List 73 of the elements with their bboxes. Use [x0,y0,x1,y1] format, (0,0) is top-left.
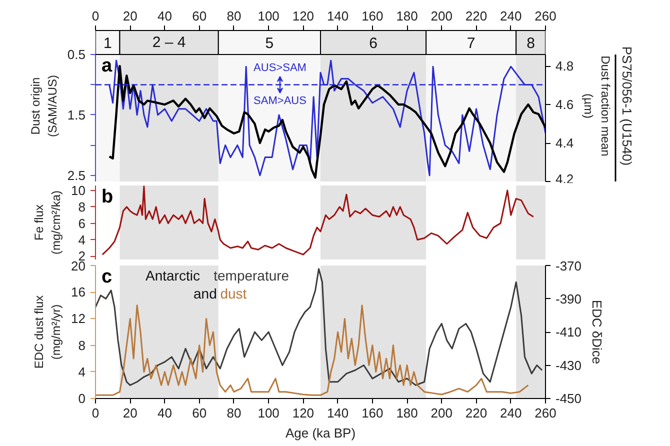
annotation: SAM>AUS [254,95,306,108]
line-series [96,304,529,396]
x-tick-label: 220 [465,8,488,24]
x-tick-label: 100 [258,406,280,420]
x-tick-label: 260 [534,8,556,24]
y-axis-title: Dust origin (SAM/AUS) [28,74,60,137]
y2-tick-label: -390 [556,291,582,306]
annotation: c [102,266,112,288]
y-tick-label: 4 [78,364,86,380]
y2-tick-label: 4.4 [556,136,574,151]
x-tick-label: 240 [500,8,522,24]
y-tick-label: 2.5 [67,168,86,183]
x-tick-label: 40 [158,406,172,420]
y-tick-label: 6 [78,216,86,231]
line-series [96,268,543,386]
y2-tick-label: -430 [556,358,582,373]
y2-tick-label: 4.8 [556,58,574,74]
text: PS75/056-1 (U1540) [620,46,634,166]
x-axis-title: Age (ka BP) [285,426,356,440]
x-tick-label: 60 [192,406,207,420]
y-tick-label: 8 [78,338,86,353]
series-label: temperature [214,268,290,284]
y2-tick-label: -450 [556,391,582,406]
x-tick-label: 240 [500,406,522,420]
annotation: b [102,186,114,208]
annotation: AUS>SAM [254,62,306,74]
x-tick-label: 40 [158,8,172,24]
y-axis-title: Fe flux (mg/cm²/ka) [32,190,64,254]
x-tick-label: 80 [226,406,242,420]
y-tick-label: 0.5 [67,47,86,62]
x-tick-label: 160 [362,8,384,24]
y-tick-label: 0 [78,391,86,406]
y-tick-label: 1.5 [67,107,86,122]
y2-tick-label: -370 [556,258,582,274]
x-tick-label: 140 [326,8,349,24]
y2-axis-title: Dust fraction mean (µm) [582,56,612,156]
y-tick-label: 4 [78,232,86,248]
y-tick-label: 16 [71,284,86,300]
band-label: 5 [265,35,274,52]
x-tick-label: 220 [465,406,488,420]
x-tick-label: 0 [92,406,100,420]
x-tick-label: 20 [122,406,138,420]
series-label: dust [220,286,247,302]
y2-tick-label: -410 [556,324,582,340]
x-tick-label: 180 [396,8,418,24]
y-tick-label: 10 [71,182,86,198]
y2-tick-label: 4.6 [556,97,574,112]
x-tick-label: 0 [92,8,100,24]
annotation: Antarctic [146,268,200,284]
x-tick-label: 140 [326,406,349,420]
y-tick-label: 8 [78,199,86,214]
x-tick-label: 120 [292,406,314,420]
x-tick-label: 180 [396,406,418,420]
x-tick-label: 100 [258,8,280,24]
band-label: 8 [526,35,535,52]
x-tick-label: 60 [192,8,207,24]
band-label: 7 [466,35,476,52]
y-tick-label: 12 [71,311,86,326]
annotation: and [194,286,217,302]
band-label: 6 [369,35,378,52]
x-tick-label: 200 [430,8,453,24]
band-label: 2 – 4 [152,34,186,51]
x-tick-label: 160 [362,406,384,420]
x-tick-label: 200 [430,406,453,420]
x-tick-label: 260 [534,406,556,420]
annotation: a [102,56,112,76]
x-tick-label: 80 [226,8,242,24]
x-tick-label: 20 [122,8,138,24]
line-series [102,186,534,256]
x-tick-label: 120 [292,8,314,24]
band-label: 1 [103,35,112,52]
y-axis-title: EDC dust flux (mg/m²/yr) [32,295,64,369]
y2-axis-title: EDC δDice [590,300,605,364]
